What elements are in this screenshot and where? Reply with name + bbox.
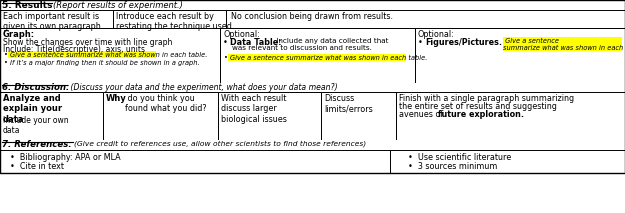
Text: Optional:: Optional:: [418, 30, 455, 39]
Text: • Give a sentence summarize what was shown in each table.: • Give a sentence summarize what was sho…: [224, 55, 428, 61]
Bar: [103, 92, 218, 140]
Text: Include your own
data: Include your own data: [3, 116, 69, 135]
Text: Finish with a single paragraph summarizing: Finish with a single paragraph summarizi…: [399, 94, 574, 103]
Bar: [0, 83, 625, 92]
Bar: [218, 92, 321, 140]
Text: •  Cite in text: • Cite in text: [10, 162, 64, 171]
Bar: [321, 92, 396, 140]
Text: future exploration.: future exploration.: [438, 110, 524, 119]
Text: 6. Discussion:: 6. Discussion:: [2, 83, 69, 92]
Text: Graph:: Graph:: [3, 30, 35, 39]
Text: •: •: [418, 38, 426, 47]
Text: was relevant to discussion and results.: was relevant to discussion and results.: [232, 45, 372, 51]
Text: • If it’s a major finding then it should be shown in a graph.: • If it’s a major finding then it should…: [4, 60, 199, 66]
Text: Figures/Pictures.: Figures/Pictures.: [425, 38, 502, 47]
Text: •  Bibliography: APA or MLA: • Bibliography: APA or MLA: [10, 153, 121, 162]
Bar: [0, 0, 625, 173]
Bar: [0, 28, 220, 83]
Bar: [220, 28, 415, 83]
Text: Each important result is
given its own paragraph: Each important result is given its own p…: [3, 12, 101, 31]
Bar: [390, 150, 625, 173]
Bar: [0, 140, 625, 150]
Bar: [0, 0, 625, 10]
Bar: [415, 28, 625, 83]
Text: Give a sentence
summarize what was shown in each table.: Give a sentence summarize what was shown…: [503, 38, 625, 51]
Text: (Give credit to references use, allow other scientists to find those references): (Give credit to references use, allow ot…: [74, 140, 366, 147]
Text: Data Table:: Data Table:: [230, 38, 281, 47]
Bar: [0, 92, 103, 140]
Text: Analyze and
explain your
data: Analyze and explain your data: [3, 94, 62, 124]
Text: Show the changes over time with line graph: Show the changes over time with line gra…: [3, 38, 172, 47]
Bar: [226, 10, 625, 28]
Bar: [396, 92, 625, 140]
Bar: [503, 37, 622, 51]
Bar: [0, 10, 113, 28]
Text: Include any data collected that: Include any data collected that: [274, 38, 389, 44]
Text: • Give a sentence summarize what was shown in each table.: • Give a sentence summarize what was sho…: [4, 52, 208, 58]
Text: avenues of: avenues of: [399, 110, 446, 119]
Text: Include: Title(descriptive), axis, units: Include: Title(descriptive), axis, units: [3, 45, 145, 54]
Text: do you think you
found what you did?: do you think you found what you did?: [125, 94, 207, 113]
Text: •  3 sources minimum: • 3 sources minimum: [408, 162, 498, 171]
Text: 7. References:: 7. References:: [2, 140, 72, 149]
Bar: [8, 50, 156, 58]
Text: Optional:: Optional:: [223, 30, 260, 39]
Text: Why: Why: [106, 94, 127, 103]
Text: 5. Results: 5. Results: [2, 1, 52, 10]
Bar: [0, 150, 390, 173]
Text: (Report results of experiment.): (Report results of experiment.): [53, 1, 183, 10]
Text: Discuss
limits/errors: Discuss limits/errors: [324, 94, 372, 113]
Text: the entire set of results and suggesting: the entire set of results and suggesting: [399, 102, 557, 111]
Text: •: •: [223, 38, 231, 47]
Text: No conclusion being drawn from results.: No conclusion being drawn from results.: [231, 12, 393, 21]
Text: With each result
discuss larger
biological issues: With each result discuss larger biologic…: [221, 94, 287, 124]
Bar: [113, 10, 226, 28]
Bar: [228, 53, 406, 60]
Text: (Discuss your data and the experiment, what does your data mean?): (Discuss your data and the experiment, w…: [68, 83, 338, 92]
Text: Introduce each result by
restating the technique used: Introduce each result by restating the t…: [116, 12, 232, 31]
Text: •  Use scientific literature: • Use scientific literature: [408, 153, 511, 162]
